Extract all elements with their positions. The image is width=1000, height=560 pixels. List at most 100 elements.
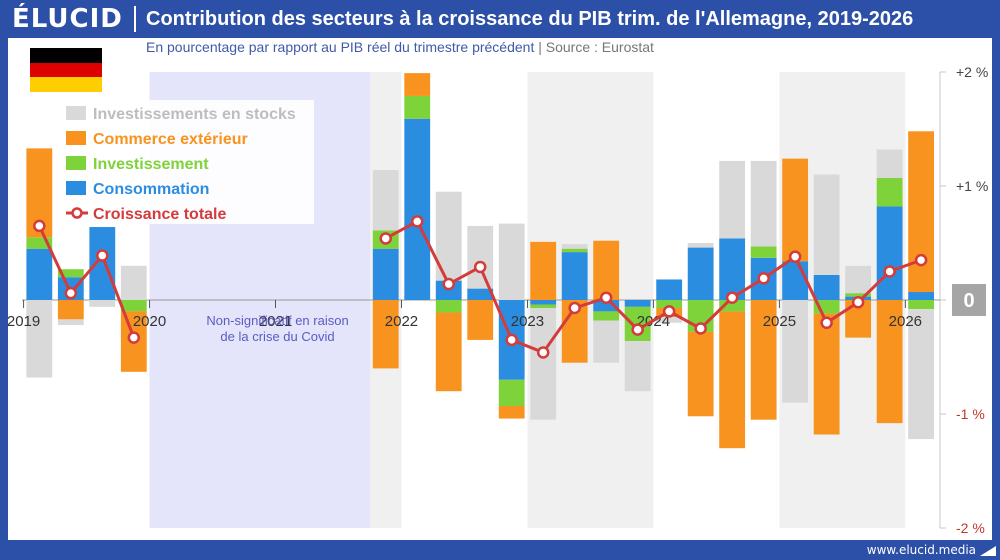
bar-stocks (57, 319, 84, 326)
total-growth-point (505, 333, 518, 347)
bar-commerce (908, 131, 935, 293)
bar-stocks (593, 320, 620, 363)
bar-investissement (404, 95, 431, 119)
bar-consommation (530, 300, 557, 305)
y-tick-label: -1 % (956, 406, 985, 422)
total-growth-point (379, 232, 392, 245)
source-text: Source : Eurostat (545, 39, 654, 55)
legend-box (60, 100, 314, 224)
bar-stocks (26, 300, 53, 378)
subtitle-text: En pourcentage par rapport au PIB réel d… (146, 39, 535, 55)
legend-label-stocks: Investissements en stocks (93, 106, 296, 123)
bar-stocks (656, 317, 683, 323)
x-tick-label: 2021 (259, 313, 292, 330)
bar-stocks (89, 300, 116, 307)
bar-stocks (908, 309, 935, 440)
bar-consommation (624, 300, 651, 307)
x-tick-label: 2023 (511, 313, 544, 330)
brand-logo: ÉLUCID (12, 4, 123, 34)
bar-investissement (908, 300, 935, 310)
bar-investissement (593, 311, 620, 321)
legend-label-total: Croissance totale (93, 206, 226, 223)
total-growth-point (757, 272, 770, 285)
total-growth-point (599, 291, 613, 304)
bar-stocks (813, 174, 840, 275)
header: ÉLUCID Contribution des secteurs à la cr… (0, 0, 1000, 38)
bar-commerce (593, 240, 620, 300)
bar-commerce (687, 331, 714, 417)
legend-label-commerce: Commerce extérieur (93, 131, 248, 148)
legend-label-consommation: Consommation (93, 181, 209, 198)
x-tick-label: 2019 (7, 313, 40, 330)
total-growth-point (442, 277, 455, 291)
bar-commerce (372, 300, 399, 369)
covid-annotation: Non-significatif en raison (206, 313, 348, 328)
bar-stocks (750, 160, 777, 247)
total-growth-point (788, 250, 802, 263)
bar-commerce (404, 73, 431, 96)
bar-consommation (719, 238, 746, 300)
total-growth-point (536, 346, 550, 359)
x-tick-label: 2026 (889, 313, 922, 330)
bar-investissement (498, 379, 525, 407)
bar-commerce (750, 300, 777, 420)
bar-stocks (845, 265, 872, 294)
total-growth-point (631, 323, 644, 336)
total-growth-line (37, 225, 136, 339)
y-tick-label: 0 (963, 290, 974, 312)
bar-consommation (656, 279, 683, 300)
bar-investissement (120, 300, 147, 312)
legend-swatch-investissement (66, 156, 86, 170)
legend-swatch-stocks (66, 106, 86, 120)
bar-stocks (687, 243, 714, 248)
bar-investissement (845, 293, 872, 297)
elucid-mark-icon (980, 546, 996, 556)
total-growth-point (96, 249, 109, 262)
total-growth-point (473, 260, 487, 274)
total-growth-point (883, 265, 896, 278)
bar-consommation (561, 252, 588, 300)
chart-title: Contribution des secteurs à la croissanc… (146, 8, 914, 30)
bar-commerce (782, 158, 809, 262)
flag-stripe-gold (30, 77, 102, 92)
bar-stocks (498, 223, 525, 300)
bar-stocks (561, 244, 588, 249)
footer-url[interactable]: www.elucid.media (866, 543, 976, 557)
bar-consommation (908, 292, 935, 300)
bar-investissement (530, 304, 557, 308)
total-growth-point (64, 286, 78, 300)
bar-stocks (530, 307, 557, 420)
bar-commerce (530, 241, 557, 300)
bar-investissement (26, 237, 53, 249)
bar-investissement (876, 178, 903, 207)
total-growth-point (568, 301, 581, 315)
bar-stocks (467, 225, 494, 289)
bar-consommation (435, 280, 462, 300)
subtitle-separator: | (538, 39, 542, 55)
total-growth-point (725, 291, 739, 304)
flag-stripe-red (30, 62, 102, 78)
legend-swatch-consommation (66, 181, 86, 195)
bar-investissement (57, 269, 84, 278)
bar-stocks (372, 170, 399, 231)
bar-consommation (593, 300, 620, 312)
x-tick-label: 2025 (763, 313, 796, 330)
total-growth-point (820, 316, 833, 330)
chart-subtitle: En pourcentage par rapport au PIB réel d… (146, 39, 654, 55)
bar-consommation (89, 227, 116, 300)
bar-stocks (782, 300, 809, 403)
bar-consommation (813, 274, 840, 300)
y-tick-label: +1 % (956, 178, 988, 194)
bar-consommation (782, 261, 809, 300)
bar-consommation (876, 206, 903, 300)
bar-consommation (372, 248, 399, 300)
bar-stocks (624, 341, 651, 392)
bar-investissement (719, 300, 746, 312)
x-tick-label: 2022 (385, 313, 418, 330)
bar-commerce (57, 300, 84, 320)
y-tick-label: +2 % (956, 64, 988, 80)
bar-consommation (467, 288, 494, 300)
germany-flag-icon (30, 48, 102, 92)
zero-badge (952, 284, 986, 316)
